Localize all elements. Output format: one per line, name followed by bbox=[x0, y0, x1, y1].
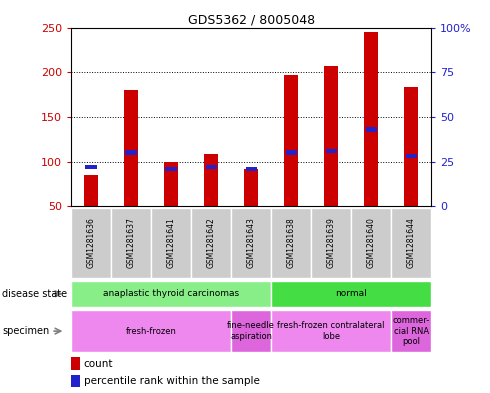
Text: normal: normal bbox=[335, 289, 367, 298]
Bar bbox=[71, 357, 80, 369]
Bar bbox=[244, 169, 258, 206]
Text: GSM1281643: GSM1281643 bbox=[246, 217, 256, 268]
Text: fresh-frozen contralateral
lobe: fresh-frozen contralateral lobe bbox=[277, 321, 385, 341]
Bar bbox=[205, 165, 217, 169]
FancyBboxPatch shape bbox=[71, 310, 231, 353]
FancyBboxPatch shape bbox=[151, 208, 191, 277]
Bar bbox=[204, 154, 218, 206]
Text: commer-
cial RNA
pool: commer- cial RNA pool bbox=[392, 316, 430, 346]
FancyBboxPatch shape bbox=[231, 208, 271, 277]
Bar bbox=[324, 66, 338, 206]
Text: GSM1281644: GSM1281644 bbox=[407, 217, 416, 268]
FancyBboxPatch shape bbox=[191, 208, 231, 277]
Text: GSM1281638: GSM1281638 bbox=[287, 217, 295, 268]
Bar bbox=[71, 375, 80, 387]
FancyBboxPatch shape bbox=[271, 208, 311, 277]
FancyBboxPatch shape bbox=[111, 208, 151, 277]
Bar bbox=[245, 167, 257, 171]
Bar bbox=[164, 162, 178, 206]
Bar bbox=[325, 149, 337, 153]
Bar bbox=[84, 175, 98, 206]
Text: GSM1281637: GSM1281637 bbox=[126, 217, 136, 268]
Text: fine-needle
aspiration: fine-needle aspiration bbox=[227, 321, 275, 341]
Bar bbox=[166, 167, 177, 171]
FancyBboxPatch shape bbox=[271, 281, 431, 307]
FancyBboxPatch shape bbox=[71, 208, 111, 277]
Bar bbox=[286, 151, 297, 155]
Bar bbox=[364, 32, 378, 206]
FancyBboxPatch shape bbox=[391, 208, 431, 277]
FancyBboxPatch shape bbox=[231, 310, 271, 353]
Bar bbox=[85, 165, 97, 169]
Text: anaplastic thyroid carcinomas: anaplastic thyroid carcinomas bbox=[103, 289, 239, 298]
Text: percentile rank within the sample: percentile rank within the sample bbox=[84, 376, 260, 386]
Text: fresh-frozen: fresh-frozen bbox=[125, 327, 176, 336]
FancyBboxPatch shape bbox=[71, 281, 271, 307]
Title: GDS5362 / 8005048: GDS5362 / 8005048 bbox=[188, 13, 315, 26]
Bar bbox=[406, 154, 417, 158]
Bar bbox=[366, 127, 377, 132]
Text: GSM1281639: GSM1281639 bbox=[327, 217, 336, 268]
Text: GSM1281640: GSM1281640 bbox=[367, 217, 376, 268]
Bar bbox=[404, 87, 418, 206]
FancyBboxPatch shape bbox=[311, 208, 351, 277]
Text: count: count bbox=[84, 358, 113, 369]
Text: specimen: specimen bbox=[2, 326, 49, 336]
Bar bbox=[125, 151, 137, 155]
Text: GSM1281642: GSM1281642 bbox=[207, 217, 216, 268]
FancyBboxPatch shape bbox=[351, 208, 391, 277]
Text: GSM1281636: GSM1281636 bbox=[87, 217, 96, 268]
Bar bbox=[284, 75, 298, 206]
Bar bbox=[124, 90, 138, 206]
FancyBboxPatch shape bbox=[271, 310, 391, 353]
Text: GSM1281641: GSM1281641 bbox=[167, 217, 175, 268]
FancyBboxPatch shape bbox=[391, 310, 431, 353]
Text: disease state: disease state bbox=[2, 289, 68, 299]
